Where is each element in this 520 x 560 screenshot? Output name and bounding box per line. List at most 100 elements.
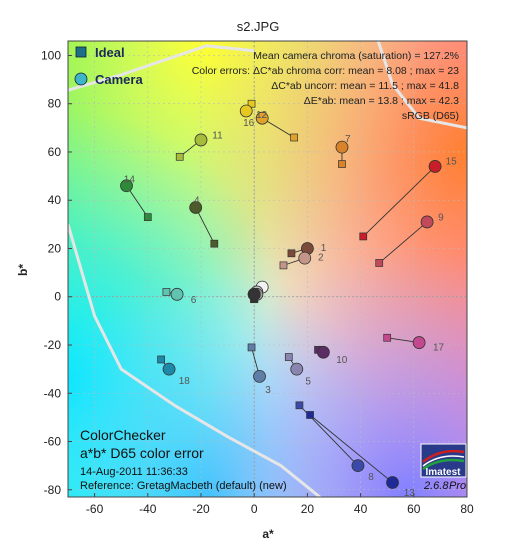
x-axis-label: a* [262,527,274,541]
y-tick-label: 0 [54,290,61,304]
camera-marker-10 [316,345,330,359]
error-line-9 [378,221,428,264]
y-tick-label: -40 [44,386,62,400]
camera-marker-2 [298,251,312,265]
legend-ideal-marker [75,46,87,58]
y-tick-label: 100 [41,48,61,62]
ideal-marker-18 [157,355,165,364]
camera-marker-6 [170,287,184,301]
annotation-date: 14-Aug-2011 11:36:33 [80,466,188,478]
stats-block: Mean camera chroma (saturation) = 127.2%… [192,50,459,122]
patch-label-4: 4 [194,196,200,207]
y-tick-label: 20 [48,241,62,255]
camera-marker-18 [162,362,176,376]
y-tick-label: 60 [48,145,62,159]
x-tick-label: -20 [192,502,210,516]
y-tick-label: -60 [44,435,62,449]
camera-marker-17 [412,336,426,349]
patch-label-2: 2 [318,252,324,263]
patch-label-8: 8 [368,472,374,483]
version-label: 2.6.8 Pro [423,480,466,492]
ideal-marker-8 [295,401,304,410]
patch-label-1: 1 [321,243,327,254]
ideal-marker-12 [290,133,298,142]
camera-marker-24 [247,287,261,301]
legend: Ideal Camera [74,45,143,87]
chart-title: s2.JPG [237,19,280,34]
camera-marker-4 [189,201,203,214]
annotation-subtitle: a*b* D65 color error [80,445,204,461]
ideal-marker-11 [175,152,184,161]
annotation-block: ColorChecker a*b* D65 color error 14-Aug… [80,427,287,492]
version-edition: Pro [449,480,466,492]
ideal-marker-5 [284,353,293,361]
patch-label-13: 13 [404,488,416,499]
legend-camera-label: Camera [95,72,143,87]
patch-label-15: 15 [446,156,458,167]
ideal-marker-1 [287,249,296,258]
gamut-curve [68,44,255,92]
legend-camera-marker [74,72,88,86]
error-line-13 [309,414,393,483]
camera-marker-9 [420,215,434,229]
stat-line-delta-e: ΔE*ab: mean = 13.8 ; max = 42.3 [304,95,459,107]
annotation-title: ColorChecker [80,427,166,443]
y-axis-label: b* [16,264,30,276]
x-tick-label: 80 [460,502,474,516]
patch-label-12: 12 [256,110,268,121]
stat-line-uncorr: ΔC*ab uncorr: mean = 11.5 ; max = 41.8 [271,80,459,92]
ideal-marker-3 [247,343,256,352]
ideal-marker-14 [143,213,152,221]
ideal-marker-13 [306,411,314,419]
x-tick-label: -40 [139,502,157,516]
camera-marker-11 [194,133,208,147]
y-tick-label: -80 [44,483,62,497]
annotation-reference: Reference: GretagMacbeth (default) (new) [80,480,287,492]
ideal-marker-15 [359,232,368,241]
imatest-logo: Imatest [420,443,467,478]
patch-label-3: 3 [265,385,271,396]
x-tick-label: 40 [354,502,368,516]
ideal-marker-9 [375,259,384,267]
legend-ideal-label: Ideal [95,45,125,60]
ideal-marker-4 [210,239,219,248]
ideal-marker-7 [338,160,346,168]
x-tick-label: 20 [301,502,315,516]
axis-ticks: -60 -40 -20 0 20 40 60 80 -80 -60 -40 -20 0 20 40 60 80 1… [41,48,474,516]
patch-label-16: 16 [243,118,255,129]
ideal-marker-17 [383,333,392,342]
patch-label-11: 11 [212,131,223,142]
patch-label-18: 18 [179,376,191,387]
ideal-marker-2 [279,261,288,270]
x-tick-label: 60 [407,502,421,516]
ideal-marker-16 [247,99,256,108]
plot-frame [67,40,468,498]
patch-label-17: 17 [433,342,445,353]
x-tick-label: 0 [251,502,258,516]
camera-marker-3 [253,369,266,383]
patch-label-14: 14 [124,174,136,185]
camera-marker-7 [335,140,349,154]
camera-marker-15 [428,160,442,173]
stat-line-colorspace: sRGB (D65) [402,110,459,122]
gamut-boundary [68,41,467,497]
camera-marker-13 [386,476,399,489]
camera-marker-12 [255,111,269,125]
patch-label-9: 9 [438,212,444,223]
gamut-curve [68,223,323,497]
patch-label-5: 5 [305,377,311,388]
patch-label-6: 6 [191,295,197,306]
patch-label-10: 10 [336,355,348,366]
y-tick-label: 80 [48,97,62,111]
stat-line-chroma-corr: Color errors: ΔC*ab chroma corr: mean = … [192,65,459,77]
error-line-15 [362,166,436,237]
x-tick-label: -60 [86,502,104,516]
error-line-4 [195,207,215,244]
camera-marker-16 [239,104,253,118]
camera-marker-8 [351,459,365,473]
patch-label-7: 7 [345,134,351,145]
y-tick-label: -20 [44,338,62,352]
camera-marker-5 [290,362,304,376]
